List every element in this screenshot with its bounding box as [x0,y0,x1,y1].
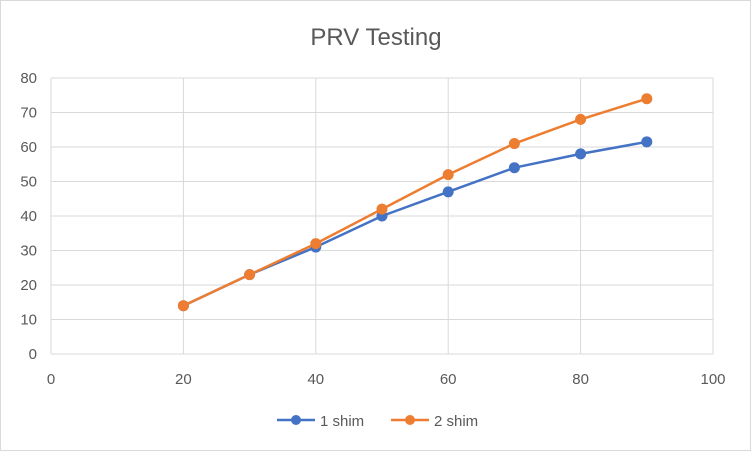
y-tick-label-70: 70 [20,105,37,122]
legend: 1 shim 2 shim [277,413,478,430]
series-line-1-shim [182,140,648,307]
data-point-2-shim-3 [376,203,388,215]
x-tick-label-40: 40 [307,371,324,388]
data-point-1-shim-6 [575,148,587,160]
y-tick-label-20: 20 [20,277,37,294]
data-point-2-shim-6 [575,113,587,125]
data-point-2-shim-4 [442,169,454,181]
x-tick-label-60: 60 [440,371,457,388]
y-tick-label-80: 80 [20,70,37,87]
x-tick-label-80: 80 [572,371,589,388]
x-tick-label-100: 100 [700,371,725,388]
plot-area: 0 10 20 30 40 50 60 70 80 0 20 40 60 80 100 [20,70,725,388]
x-tick-label-0: 0 [47,371,55,388]
legend-label-1-shim: 1 shim [320,413,364,430]
data-point-2-shim-0 [177,300,189,312]
data-point-1-shim-7 [641,136,653,148]
chart-title: PRV Testing [310,24,441,51]
data-point-2-shim-2 [310,238,322,250]
y-tick-label-0: 0 [29,346,37,363]
series-line-2-shim [182,97,648,307]
legend-marker-2-shim [405,415,415,425]
legend-label-2-shim: 2 shim [434,413,478,430]
data-point-1-shim-4 [442,186,454,198]
data-point-2-shim-1 [244,269,256,281]
data-point-2-shim-5 [508,138,520,150]
y-tick-label-60: 60 [20,139,37,156]
data-point-2-shim-7 [641,93,653,105]
y-tick-label-30: 30 [20,243,37,260]
x-tick-label-20: 20 [175,371,192,388]
y-tick-label-40: 40 [20,208,37,225]
y-tick-label-50: 50 [20,174,37,191]
y-tick-label-10: 10 [20,312,37,329]
legend-marker-1-shim [291,415,301,425]
data-point-1-shim-5 [508,162,520,174]
